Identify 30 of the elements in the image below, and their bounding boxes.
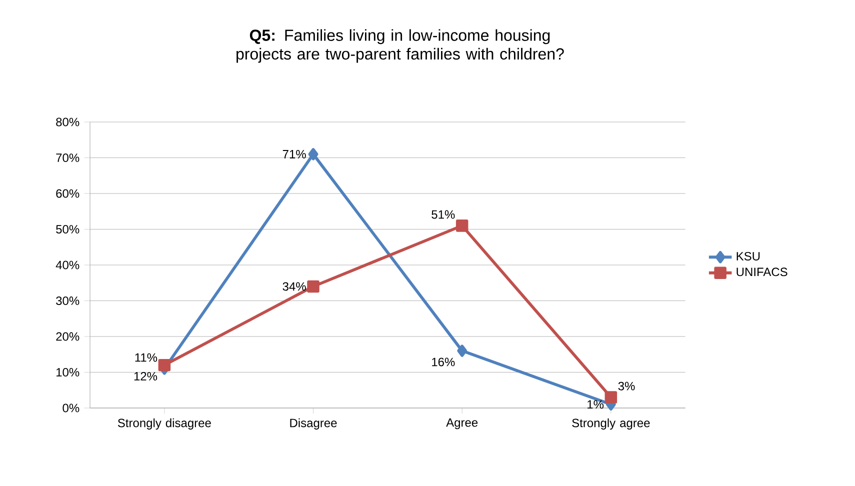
point (457, 344, 468, 357)
data-label: 16% (432, 358, 455, 366)
legend-label: UNIFACS (736, 268, 788, 276)
data-label: 11% (135, 353, 158, 362)
data-label: 3% (618, 382, 635, 390)
y-tick-label: 10% (56, 368, 80, 377)
point (604, 391, 618, 404)
x-tick-label: Strongly agree (572, 418, 650, 430)
y-tick-label: 40% (56, 260, 80, 270)
data-label: 1% (588, 400, 604, 409)
x-tick-label: Agree (446, 418, 478, 430)
y-tick-label: 80% (56, 118, 80, 126)
y-tick-label: 70% (56, 154, 80, 162)
point (307, 280, 320, 293)
point (456, 220, 468, 232)
data-label: 71% (282, 150, 306, 158)
data-label: 51% (432, 210, 455, 219)
point (308, 148, 318, 160)
data-label: 34% (282, 282, 306, 291)
data-label: 12% (134, 372, 158, 380)
y-tick-label: 20% (56, 332, 80, 341)
y-tick-label: 0% (62, 404, 80, 412)
y-tick-label: 60% (56, 189, 80, 198)
legend-label: KSU (736, 252, 760, 260)
x-tick-label: Disagree (290, 418, 337, 430)
point (158, 358, 171, 372)
y-tick-label: 30% (56, 296, 80, 306)
x-tick-label: Strongly disagree (118, 418, 211, 430)
chart-title: Q5: Families living in low-income housing projects are two-parent families with children? (236, 29, 564, 63)
y-tick-label: 50% (56, 225, 80, 234)
